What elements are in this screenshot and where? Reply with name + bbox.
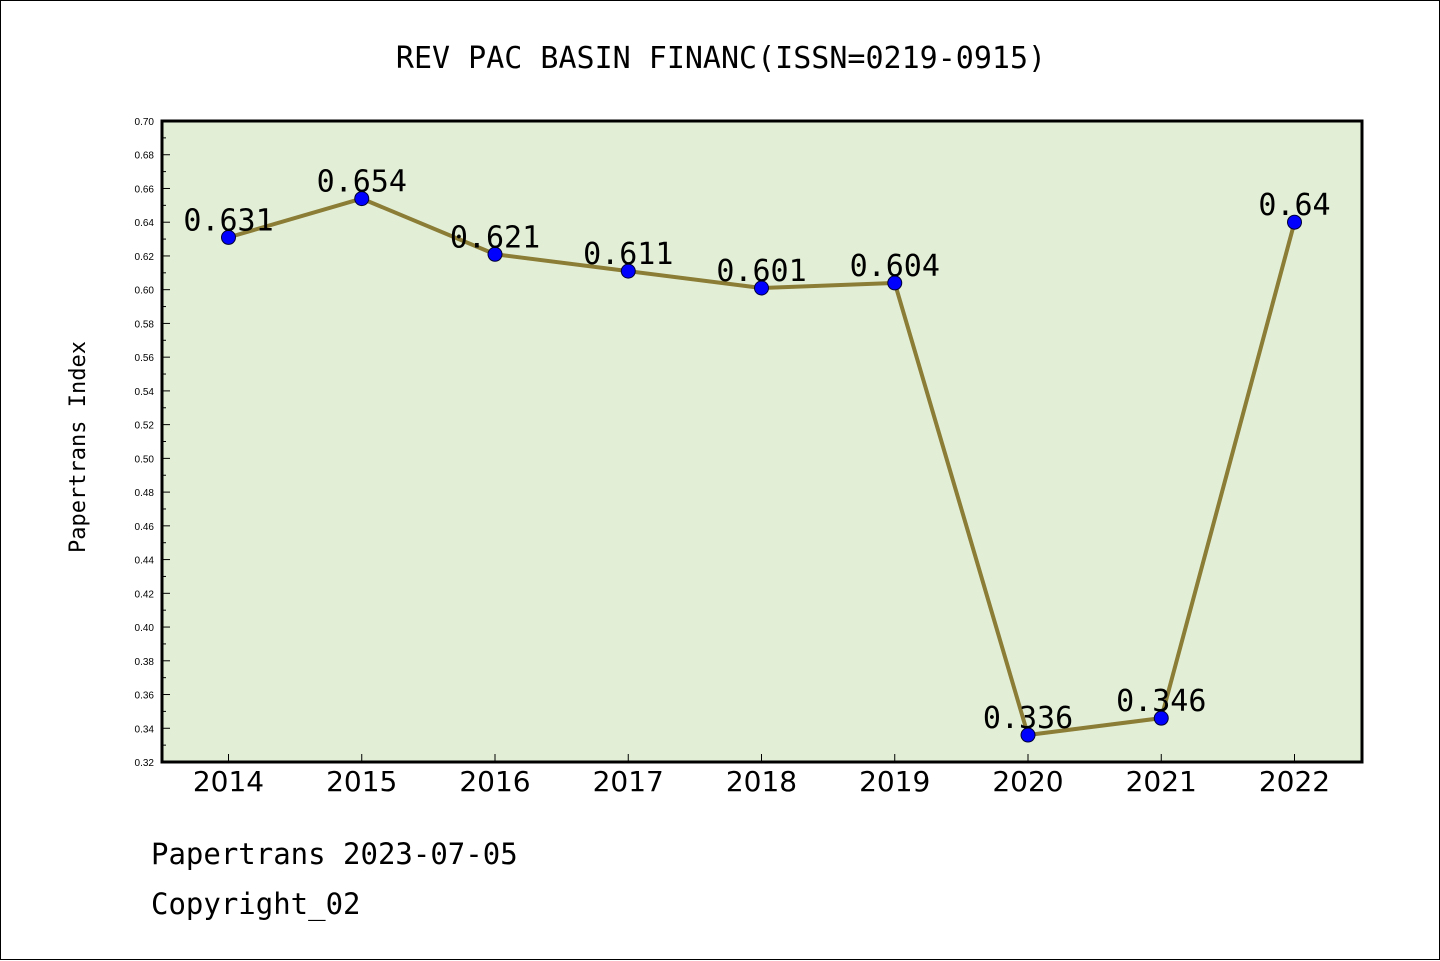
y-tick-label: 0.70 bbox=[135, 117, 155, 128]
data-label: 0.631 bbox=[183, 203, 273, 238]
data-point bbox=[221, 229, 236, 245]
x-tick-label: 2022 bbox=[1259, 765, 1330, 798]
data-point bbox=[487, 246, 503, 262]
y-tick-label: 0.48 bbox=[135, 488, 155, 499]
y-tick-label: 0.54 bbox=[135, 387, 155, 398]
data-point bbox=[354, 191, 370, 207]
y-tick-label: 0.42 bbox=[135, 589, 155, 600]
footer-date-line: Papertrans 2023-07-05 bbox=[151, 837, 518, 871]
x-tick-label: 2020 bbox=[992, 765, 1063, 798]
y-tick-label: 0.56 bbox=[135, 353, 155, 364]
y-tick-label: 0.40 bbox=[135, 623, 155, 634]
data-point bbox=[1153, 710, 1169, 726]
y-tick-label: 0.32 bbox=[135, 758, 155, 769]
y-tick-label: 0.38 bbox=[135, 657, 155, 668]
x-tick-label: 2014 bbox=[193, 765, 264, 798]
x-tick-label: 2016 bbox=[459, 765, 530, 798]
data-point bbox=[887, 275, 903, 291]
y-tick-label: 0.62 bbox=[135, 252, 155, 263]
data-label: 0.336 bbox=[983, 701, 1073, 736]
y-tick-label: 0.36 bbox=[135, 691, 155, 702]
y-tick-label: 0.60 bbox=[135, 286, 155, 297]
y-tick-label: 0.58 bbox=[135, 319, 155, 330]
x-axis-ticks: 2014 2015 2016 2017 2018 2019 2020 2021 2022 bbox=[193, 754, 1330, 798]
data-point bbox=[620, 263, 636, 279]
plot-area bbox=[160, 119, 1364, 764]
data-label: 0.604 bbox=[850, 249, 940, 284]
data-label: 0.601 bbox=[716, 254, 806, 289]
y-tick-label: 0.64 bbox=[135, 218, 155, 229]
data-labels: 0.631 0.654 0.621 0.611 0.601 0.604 0.336 0.346… bbox=[183, 165, 1330, 736]
y-tick-label: 0.66 bbox=[135, 184, 155, 195]
footer-copyright: Copyright_02 bbox=[151, 887, 361, 921]
y-tick-label: 0.46 bbox=[135, 522, 155, 533]
data-label: 0.621 bbox=[450, 220, 540, 255]
x-tick-label: 2015 bbox=[326, 765, 397, 798]
data-label: 0.346 bbox=[1116, 684, 1206, 719]
x-tick-label: 2017 bbox=[593, 765, 664, 798]
x-tick-label: 2021 bbox=[1126, 765, 1197, 798]
chart-title: REV PAC BASIN FINANC(ISSN=0219-0915) bbox=[396, 41, 1046, 76]
y-tick-label: 0.50 bbox=[135, 454, 155, 465]
y-tick-label: 0.34 bbox=[135, 724, 155, 735]
data-label: 0.654 bbox=[317, 165, 407, 200]
x-tick-label: 2019 bbox=[859, 765, 930, 798]
x-tick-label: 2018 bbox=[726, 765, 797, 798]
data-label: 0.611 bbox=[583, 237, 673, 272]
data-point bbox=[1287, 214, 1302, 230]
y-tick-label: 0.44 bbox=[135, 556, 155, 567]
data-label: 0.64 bbox=[1258, 188, 1330, 223]
data-point bbox=[1020, 727, 1036, 743]
y-axis-ticks: 0.32 0.34 0.36 0.38 0.40 0.42 0.44 0.46 0.48 0.50… bbox=[135, 117, 170, 769]
y-tick-label: 0.68 bbox=[135, 151, 155, 162]
y-tick-label: 0.52 bbox=[135, 421, 155, 432]
y-axis-label: Papertrans Index bbox=[66, 341, 91, 553]
data-point bbox=[754, 280, 769, 296]
series-group bbox=[221, 191, 1302, 743]
